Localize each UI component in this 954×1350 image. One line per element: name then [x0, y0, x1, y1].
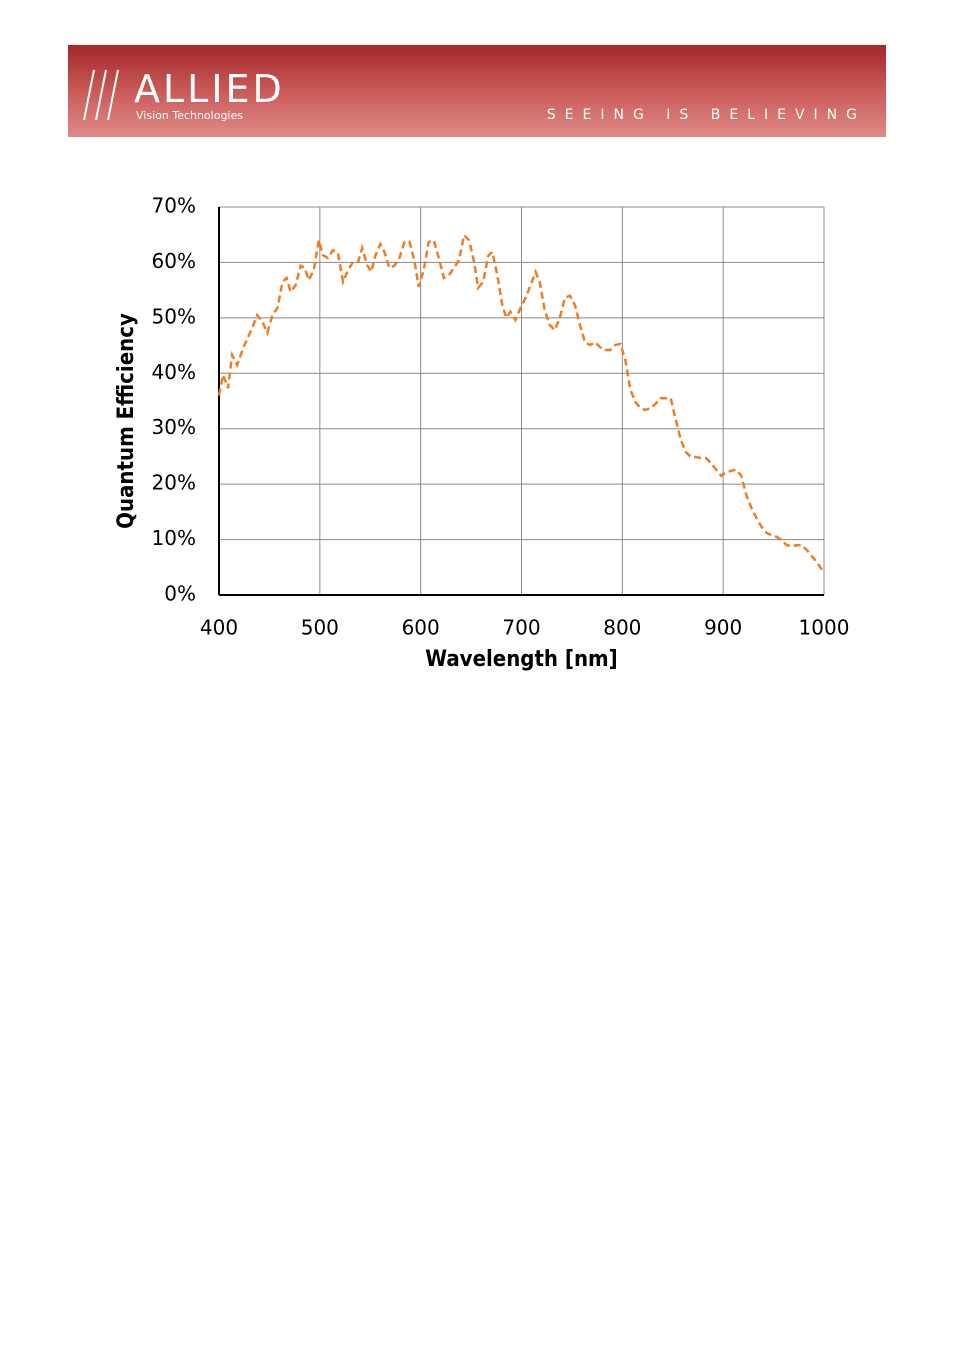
data-line [217, 232, 826, 574]
x-tick-label: 700 [502, 616, 540, 640]
y-axis-label: Quantum Efficiency [114, 313, 139, 529]
y-tick-label: 70% [152, 194, 196, 218]
x-tick-label: 1000 [799, 616, 850, 640]
y-tick-label: 10% [152, 526, 196, 550]
logo: ALLIED [134, 67, 285, 111]
y-tick-label: 60% [152, 249, 196, 273]
x-tick-label: 500 [301, 616, 339, 640]
x-axis-label: Wavelength [nm] [425, 647, 617, 672]
y-tick-label: 0% [164, 582, 196, 606]
x-tick-label: 900 [704, 616, 742, 640]
y-tick-label: 30% [152, 415, 196, 439]
logo-slashes [83, 69, 119, 121]
chart: 0% 10% 20% 30% 40% 50% 60% 70% 400 500 600 700 800 90… [114, 194, 849, 673]
y-tick-label: 20% [152, 471, 196, 495]
x-tick-label: 600 [402, 616, 440, 640]
header-banner [68, 45, 886, 137]
x-tick-label: 400 [200, 616, 238, 640]
tagline: SEEING IS BELIEVING [547, 107, 866, 123]
y-tick-label: 50% [152, 304, 196, 328]
y-tick-label: 40% [152, 360, 196, 384]
logo-subtitle: Vision Technologies [136, 109, 243, 122]
x-tick-label: 800 [603, 616, 641, 640]
